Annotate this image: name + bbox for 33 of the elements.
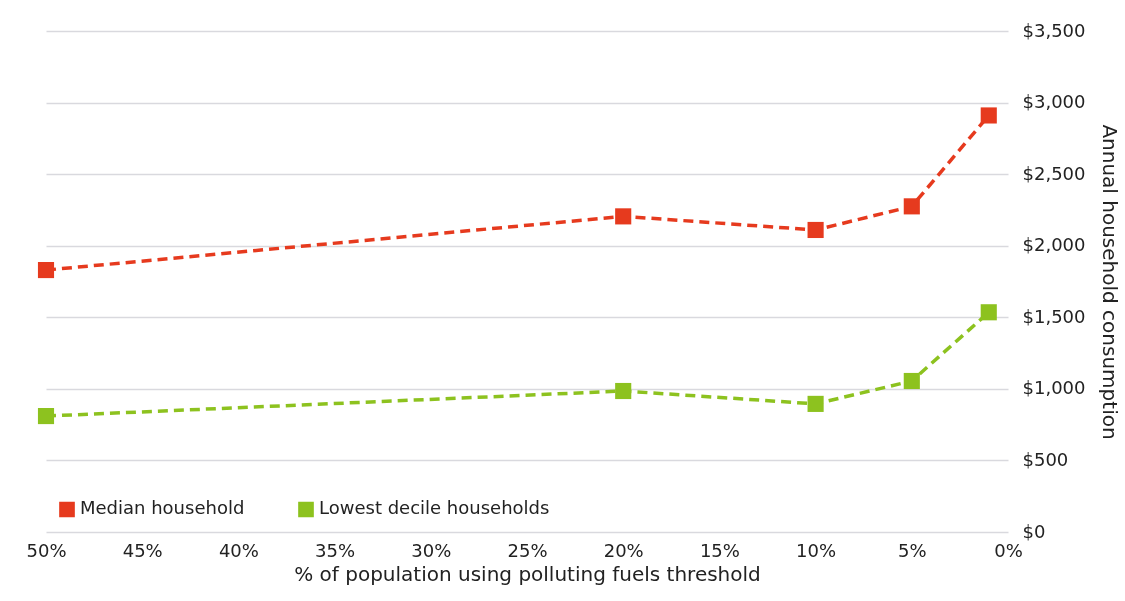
y-tick-label: $1,500 (1022, 305, 1086, 327)
x-tick-label: 45% (122, 539, 163, 561)
y-tick-label: $500 (1022, 448, 1069, 470)
x-tick-label: 15% (699, 539, 740, 561)
point (903, 372, 920, 390)
point (615, 208, 632, 225)
x-tick-label: 40% (218, 539, 259, 561)
point (37, 407, 55, 425)
y-tick-label: $3,000 (1022, 91, 1086, 113)
x-axis-title: % of population using polluting fuels threshold (294, 561, 761, 586)
y-tick-label: $1,000 (1022, 377, 1086, 399)
y-tick-label: $2,500 (1022, 162, 1086, 184)
point (903, 198, 920, 215)
x-tick-label: 5% (898, 539, 927, 561)
y-tick-label: $2,000 (1022, 234, 1086, 256)
x-tick-label: 25% (507, 539, 548, 561)
point (807, 221, 824, 239)
y-tick-label: $0 (1022, 520, 1046, 542)
x-tick-label: 35% (315, 539, 356, 561)
x-tick-label: 10% (796, 539, 837, 561)
point (807, 395, 824, 412)
y-tick-label: $3,500 (1022, 19, 1086, 41)
x-tick-label: 0% (994, 539, 1023, 561)
point (37, 261, 55, 279)
x-tick-label: 50% (26, 539, 67, 561)
legend-label: Median household (80, 497, 245, 519)
legend-label: Lowest decile households (319, 497, 550, 519)
point (615, 382, 632, 400)
y-axis-title: Annual household consumption (1098, 124, 1123, 440)
point (980, 304, 997, 321)
point (980, 107, 997, 124)
x-tick-label: 20% (603, 539, 644, 561)
x-tick-label: 30% (411, 539, 452, 561)
